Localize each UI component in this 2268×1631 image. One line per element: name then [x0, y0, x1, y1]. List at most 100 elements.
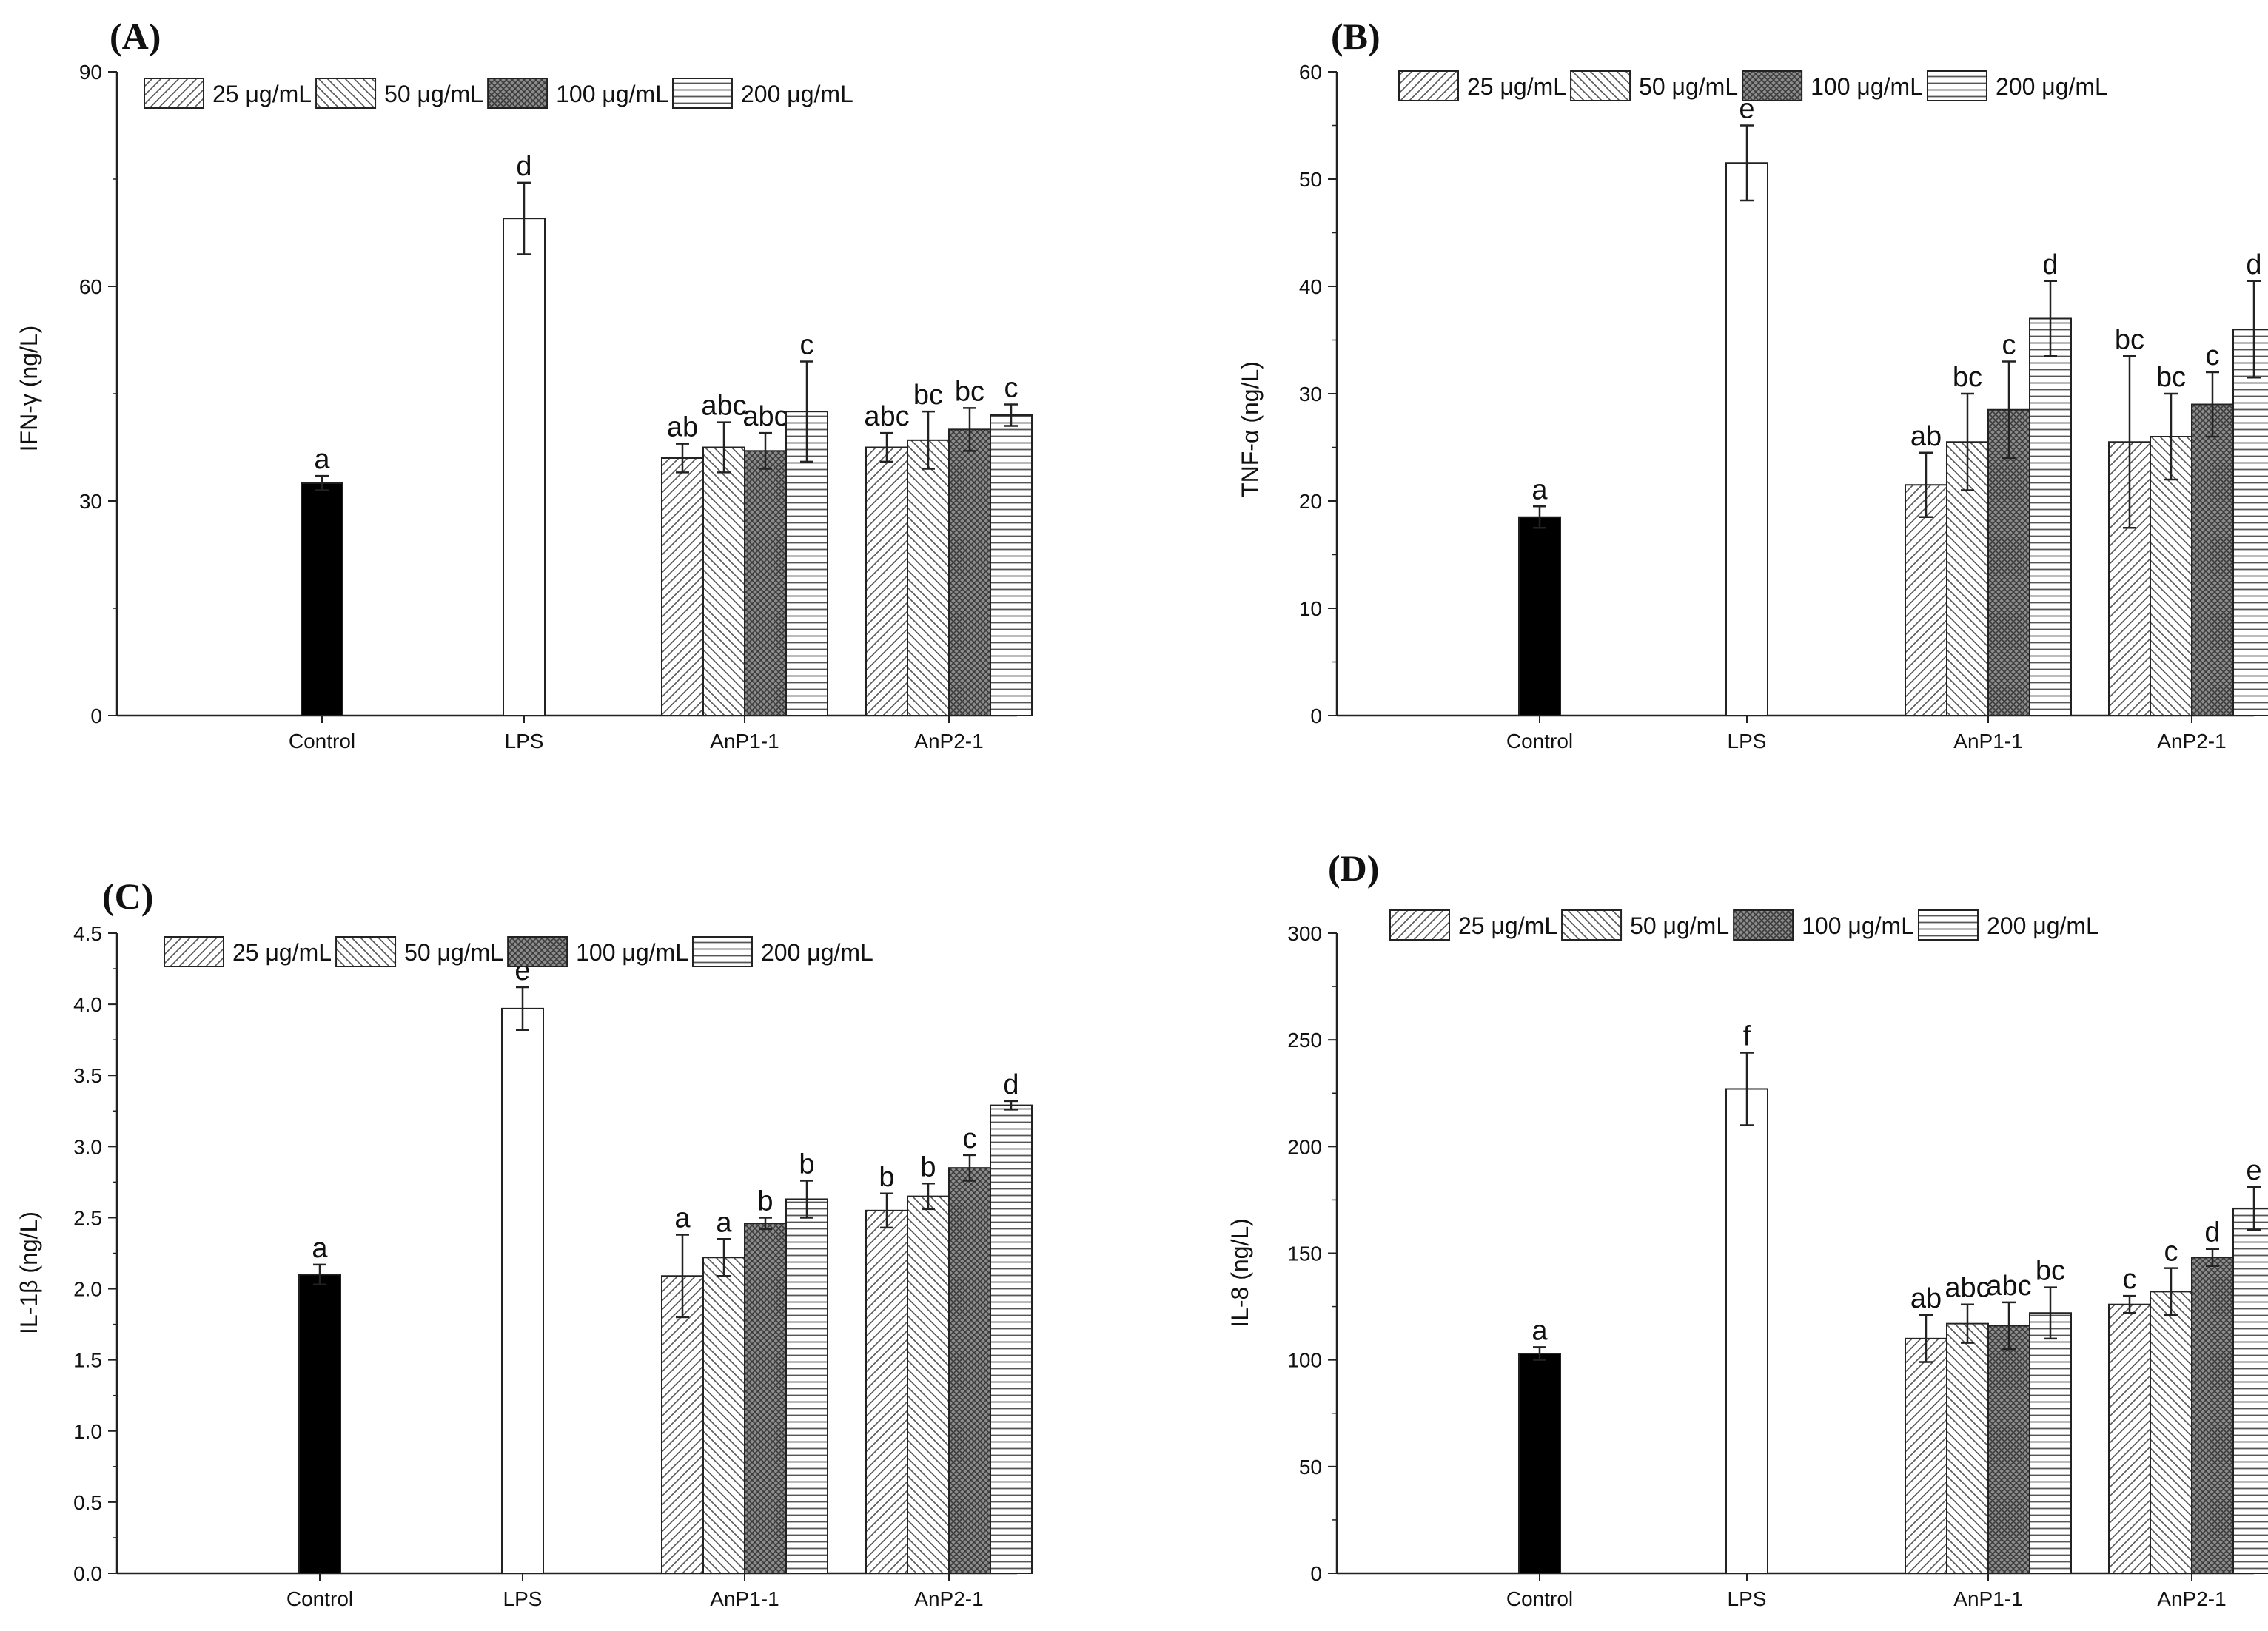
- control-significance-label: a: [314, 444, 330, 475]
- y-tick-label: 30: [79, 490, 102, 513]
- legend-swatch: [1917, 909, 1979, 941]
- y-tick-label: 250: [1287, 1029, 1322, 1052]
- sample-1-1-significance-label: c: [2164, 1237, 2178, 1268]
- y-tick-label: 0: [90, 704, 102, 727]
- x-tick-label: LPS: [1728, 730, 1767, 753]
- legend-entry: 100 μg/mL: [1802, 912, 1914, 939]
- x-tick-label: Control: [286, 1587, 353, 1610]
- sample-1-2-bar: [948, 428, 991, 716]
- legend-swatch: [671, 78, 733, 109]
- panel-b: (B) TNF-α (ng/L) 0 10 20 30 40 50 60 Control LPS…: [1237, 16, 2268, 753]
- control-bar: [1518, 516, 1561, 716]
- sample-0-3-bar: [2029, 317, 2072, 716]
- y-tick-label: 0.5: [73, 1491, 102, 1514]
- sample-1-0-significance-label: c: [2123, 1264, 2137, 1295]
- y-tick-label: 60: [1299, 61, 1322, 84]
- lps-significance-label: d: [516, 151, 531, 182]
- sample-0-1-bar: [702, 1257, 745, 1575]
- sample-0-1-significance-label: abc: [701, 391, 746, 422]
- sample-1-1-significance-label: bc: [2156, 362, 2186, 393]
- y-tick-label: 10: [1299, 597, 1322, 620]
- control-bar: [301, 482, 343, 716]
- legend-entry: 50 μg/mL: [404, 939, 503, 966]
- sample-1-1-significance-label: bc: [913, 380, 943, 411]
- y-tick-label: 150: [1287, 1242, 1322, 1265]
- sample-0-1-significance-label: a: [716, 1207, 732, 1238]
- sample-1-2-bar: [2191, 403, 2234, 716]
- legend-swatch: [1389, 909, 1450, 941]
- legend-entry: 100 μg/mL: [1811, 73, 1923, 100]
- y-tick-label: 100: [1287, 1349, 1322, 1372]
- sample-1-2-significance-label: c: [2206, 340, 2220, 371]
- sample-1-3-bar: [990, 1104, 1033, 1574]
- sample-1-3-significance-label: d: [1003, 1069, 1019, 1100]
- panel-d-label: (D): [1328, 847, 1379, 889]
- legend-swatch: [335, 936, 397, 967]
- y-tick-label: 20: [1299, 490, 1322, 513]
- legend-swatch: [507, 936, 568, 967]
- panel-b-ylabel: TNF-α (ng/L): [1237, 361, 1264, 497]
- legend-swatch: [1733, 909, 1794, 941]
- legend-entry: 25 μg/mL: [1458, 912, 1557, 939]
- x-tick-label: Control: [1506, 730, 1573, 753]
- panel-d-plot: 0 50 100 150 200 250 300 Control LPS AnP1-1 AnP2-1…: [1287, 909, 2268, 1610]
- legend-entry: 50 μg/mL: [1630, 912, 1729, 939]
- sample-1-2-significance-label: c: [963, 1123, 977, 1154]
- sample-0-2-significance-label: abc: [742, 401, 788, 432]
- panel-c-ylabel: IL-1β (ng/L): [16, 1211, 42, 1334]
- sample-0-0-bar: [1905, 484, 1947, 716]
- legend-entry: 50 μg/mL: [1639, 73, 1738, 100]
- sample-1-2-bar: [948, 1167, 991, 1574]
- sample-0-0-significance-label: a: [674, 1203, 691, 1234]
- x-tick-label: LPS: [1728, 1587, 1767, 1610]
- sample-1-0-significance-label: abc: [864, 401, 909, 432]
- sample-1-1-bar: [2150, 436, 2192, 716]
- sample-1-2-significance-label: bc: [955, 376, 984, 407]
- y-tick-label: 90: [79, 61, 102, 84]
- y-tick-label: 60: [79, 275, 102, 298]
- legend-entry: 25 μg/mL: [212, 81, 312, 107]
- x-tick-label: AnP2-1: [914, 730, 983, 753]
- legend-entry: 100 μg/mL: [576, 939, 688, 966]
- sample-1-2-significance-label: d: [2204, 1217, 2220, 1248]
- legend-swatch: [1398, 70, 1459, 101]
- legend-swatch: [691, 936, 753, 967]
- sample-0-0-significance-label: ab: [667, 412, 698, 443]
- sample-1-2-bar: [2191, 1257, 2234, 1575]
- control-bar: [1518, 1353, 1561, 1575]
- control-significance-label: a: [1531, 1315, 1548, 1346]
- x-tick-label: AnP2-1: [2157, 1587, 2226, 1610]
- x-tick-label: AnP1-1: [1953, 730, 2022, 753]
- x-tick-label: AnP1-1: [1953, 1587, 2022, 1610]
- control-significance-label: a: [1531, 474, 1548, 505]
- panel-a-label: (A): [110, 16, 161, 57]
- x-tick-label: AnP1-1: [710, 1587, 779, 1610]
- sample-1-0-bar: [2108, 1303, 2151, 1574]
- panel-c: (C) IL-1β (ng/L) 0.0 0.5 1.0 1.5 2.0 2.5 3.0 3.…: [16, 875, 1033, 1610]
- sample-1-1-bar: [2150, 1291, 2192, 1575]
- sample-1-1-significance-label: b: [920, 1151, 936, 1183]
- sample-0-1-significance-label: abc: [1945, 1273, 1990, 1304]
- legend-entry: 200 μg/mL: [1987, 912, 2099, 939]
- legend-swatch: [1570, 70, 1631, 101]
- panel-c-label: (C): [102, 875, 153, 917]
- sample-0-0-bar: [661, 457, 704, 716]
- sample-0-3-significance-label: bc: [2036, 1256, 2065, 1287]
- legend-entry: 200 μg/mL: [761, 939, 873, 966]
- legend-swatch: [164, 936, 224, 967]
- legend-swatch: [315, 78, 377, 109]
- legend-swatch: [1926, 70, 1987, 101]
- y-tick-label: 2.5: [73, 1206, 102, 1229]
- y-tick-label: 200: [1287, 1135, 1322, 1158]
- sample-0-2-significance-label: c: [2002, 330, 2016, 361]
- legend-entry: 200 μg/mL: [741, 81, 853, 107]
- sample-0-3-significance-label: b: [799, 1149, 814, 1180]
- sample-0-2-significance-label: abc: [1986, 1271, 2031, 1302]
- y-tick-label: 0: [1310, 1562, 1322, 1585]
- panel-a: (A) IFN-γ (ng/L) 0 30 60 90 Control LPS AnP1-1…: [16, 16, 1033, 753]
- lps-significance-label: f: [1743, 1020, 1751, 1052]
- sample-0-0-significance-label: ab: [1910, 1283, 1942, 1314]
- y-tick-label: 4.5: [73, 922, 102, 945]
- sample-1-3-significance-label: c: [1004, 373, 1019, 404]
